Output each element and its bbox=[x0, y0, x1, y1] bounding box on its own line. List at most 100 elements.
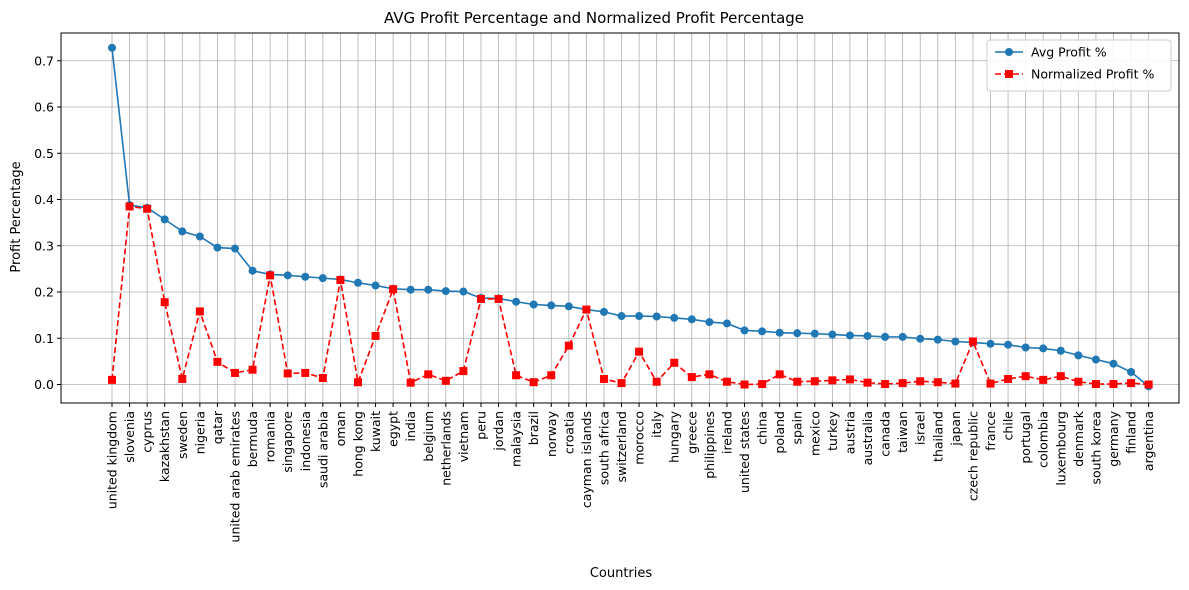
avg-profit-point bbox=[160, 215, 169, 224]
normalized-profit-point bbox=[687, 373, 696, 382]
normalized-profit-point bbox=[424, 370, 433, 379]
y-tick-label: 0.4 bbox=[34, 192, 54, 207]
normalized-profit-point bbox=[494, 294, 503, 303]
avg-profit-point bbox=[986, 339, 995, 348]
normalized-profit-point bbox=[863, 378, 872, 387]
x-tick-label: brazil bbox=[526, 411, 541, 445]
avg-profit-point bbox=[951, 337, 960, 346]
x-tick-label: saudi arabia bbox=[315, 411, 330, 488]
x-tick-label: united states bbox=[737, 411, 752, 493]
normalized-profit-point bbox=[722, 377, 731, 386]
x-tick-label: colombia bbox=[1036, 411, 1051, 468]
normalized-profit-point bbox=[476, 294, 485, 303]
avg-profit-point bbox=[1056, 346, 1065, 355]
normalized-profit-point bbox=[898, 379, 907, 388]
normalized-profit-point bbox=[916, 377, 925, 386]
x-tick-label: ireland bbox=[719, 411, 734, 454]
normalized-profit-point bbox=[178, 374, 187, 383]
avg-profit-point bbox=[564, 302, 573, 311]
normalized-profit-point bbox=[459, 367, 468, 376]
avg-profit-point bbox=[740, 326, 749, 335]
normalized-profit-point bbox=[230, 368, 239, 377]
normalized-profit-point bbox=[1056, 372, 1065, 381]
avg-profit-point bbox=[424, 285, 433, 294]
avg-profit-point bbox=[1109, 359, 1118, 368]
avg-profit-point bbox=[1127, 368, 1136, 377]
normalized-profit-point bbox=[582, 305, 591, 314]
normalized-profit-point bbox=[775, 370, 784, 379]
x-tick-label: czech republic bbox=[965, 411, 980, 501]
x-tick-label: singapore bbox=[280, 411, 295, 473]
y-tick-label: 0.3 bbox=[34, 238, 54, 253]
normalized-profit-point bbox=[951, 379, 960, 388]
normalized-profit-point bbox=[336, 275, 345, 284]
avg-profit-point bbox=[845, 331, 854, 340]
x-tick-label: israel bbox=[913, 411, 928, 445]
normalized-profit-point bbox=[670, 358, 679, 367]
legend-marker bbox=[1005, 70, 1013, 78]
normalized-profit-point bbox=[845, 375, 854, 384]
x-tick-label: chile bbox=[1001, 411, 1016, 441]
x-tick-label: italy bbox=[649, 410, 664, 438]
normalized-profit-point bbox=[301, 368, 310, 377]
x-tick-label: luxembourg bbox=[1053, 411, 1068, 486]
x-tick-label: morocco bbox=[632, 411, 647, 465]
x-tick-label: austria bbox=[842, 411, 857, 454]
x-tick-label: greece bbox=[684, 411, 699, 454]
x-tick-label: belgium bbox=[421, 411, 436, 462]
x-tick-label: slovenia bbox=[122, 411, 137, 463]
normalized-profit-point bbox=[617, 379, 626, 388]
avg-profit-point bbox=[512, 297, 521, 306]
x-tick-label: south africa bbox=[596, 411, 611, 485]
x-tick-label: china bbox=[755, 411, 770, 445]
y-tick-label: 0.1 bbox=[34, 331, 54, 346]
normalized-profit-point bbox=[1091, 380, 1100, 389]
normalized-profit-point bbox=[881, 380, 890, 389]
plot-frame bbox=[60, 32, 1180, 404]
x-axis-label: Countries bbox=[590, 566, 653, 581]
y-tick-label: 0.5 bbox=[34, 146, 54, 161]
avg-profit-point bbox=[230, 244, 239, 253]
normalized-profit-point bbox=[213, 357, 222, 366]
x-tick-label: united kingdom bbox=[105, 411, 120, 509]
chart-title: AVG Profit Percentage and Normalized Pro… bbox=[384, 9, 804, 27]
avg-profit-point bbox=[406, 285, 415, 294]
normalized-profit-point bbox=[389, 285, 398, 294]
avg-profit-point bbox=[459, 287, 468, 296]
avg-profit-point bbox=[283, 271, 292, 280]
x-tick-label: croatia bbox=[561, 411, 576, 454]
normalized-profit-point bbox=[635, 347, 644, 356]
x-tick-label: france bbox=[983, 411, 998, 451]
normalized-profit-point bbox=[1127, 379, 1136, 388]
normalized-profit-point bbox=[1021, 372, 1030, 381]
x-tick-label: germany bbox=[1106, 410, 1121, 466]
avg-profit-point bbox=[371, 281, 380, 290]
avg-profit-point bbox=[863, 331, 872, 340]
normalized-profit-point bbox=[441, 376, 450, 385]
x-tick-label: canada bbox=[878, 411, 893, 457]
avg-profit-point bbox=[318, 274, 327, 283]
y-tick-label: 0.7 bbox=[34, 53, 54, 68]
normalized-profit-point bbox=[810, 377, 819, 386]
normalized-profit-point bbox=[512, 371, 521, 380]
avg-profit-point bbox=[828, 330, 837, 339]
avg-profit-point bbox=[195, 232, 204, 241]
avg-profit-point bbox=[108, 43, 116, 52]
avg-profit-point bbox=[617, 312, 626, 321]
normalized-profit-point bbox=[1074, 377, 1083, 386]
x-tick-label: kuwait bbox=[368, 411, 383, 452]
avg-profit-point bbox=[353, 278, 362, 287]
normalized-profit-point bbox=[406, 378, 415, 387]
avg-profit-point bbox=[898, 332, 907, 341]
x-tick-label: mexico bbox=[807, 411, 822, 456]
x-tick-label: indonesia bbox=[298, 411, 313, 471]
x-tick-label: taiwan bbox=[895, 411, 910, 453]
normalized-profit-point bbox=[705, 370, 714, 379]
ticks-layer: 0.0 0.1 0.2 0.3 0.4 0.5 0.6 0.7 united kingdom sl… bbox=[34, 53, 1156, 542]
avg-profit-point bbox=[793, 329, 802, 338]
avg-profit-point bbox=[178, 227, 187, 236]
x-tick-label: norway bbox=[544, 410, 559, 457]
y-tick-label: 0.2 bbox=[34, 285, 54, 300]
avg-profit-point bbox=[1021, 343, 1030, 352]
